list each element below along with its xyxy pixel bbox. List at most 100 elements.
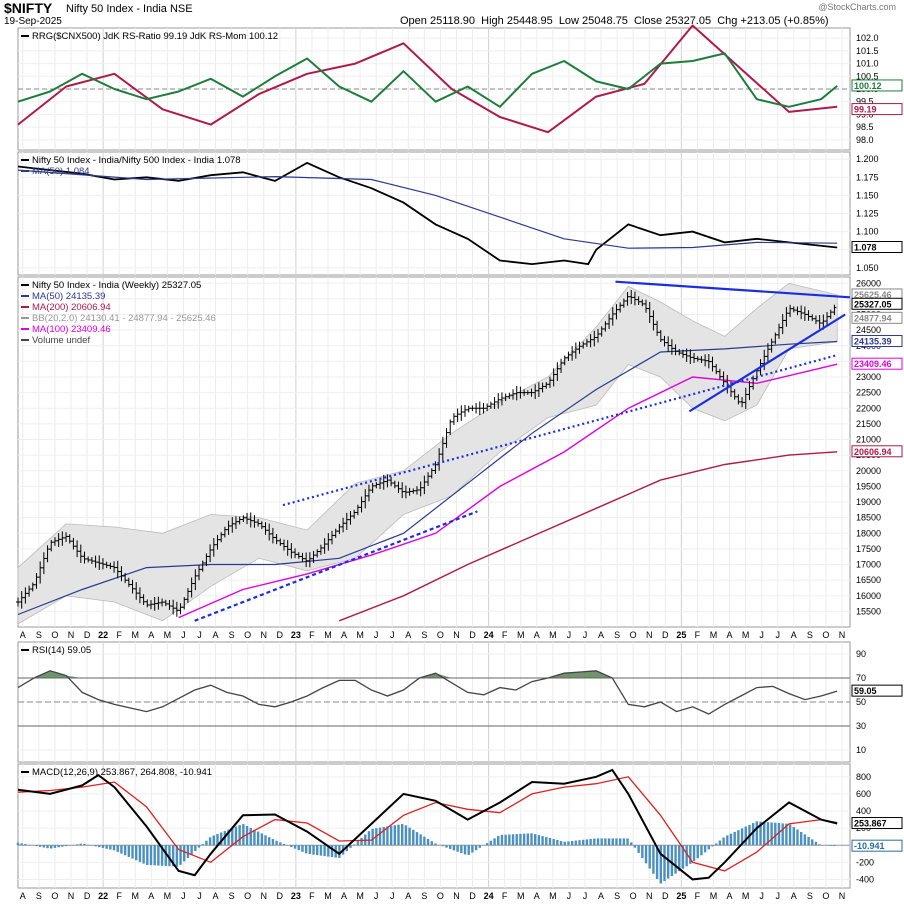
x-tick-label: A	[213, 630, 219, 640]
x-tick-label: M	[356, 891, 364, 901]
macd-histogram-bar	[212, 835, 215, 846]
macd-histogram-bar	[556, 840, 559, 846]
macd-histogram-bar	[268, 837, 271, 846]
y-tick-label: 18000	[856, 528, 881, 538]
last-value-label: 253.867	[854, 819, 887, 829]
x-tick-label: 24	[484, 630, 494, 640]
y-tick-label: 18500	[856, 513, 881, 523]
macd-histogram-bar	[378, 827, 382, 846]
macd-histogram-bar	[38, 845, 42, 847]
trendline-dashed	[194, 510, 478, 622]
macd-histogram-bar	[35, 845, 38, 847]
x-tick-label: S	[229, 891, 235, 901]
last-value-box	[851, 103, 903, 116]
macd-histogram-bar	[759, 821, 762, 846]
price-legend-entry: MA(200) 20606.94	[32, 302, 111, 313]
rrg-series-line	[17, 52, 838, 108]
last-value-box	[851, 79, 903, 92]
macd-histogram-bar	[803, 834, 807, 846]
y-tick-label: 90	[856, 649, 866, 659]
x-tick-label: 25	[676, 630, 686, 640]
x-tick-label: O	[822, 630, 829, 640]
macd-histogram-bar	[763, 821, 766, 846]
macd-histogram-bar	[593, 838, 596, 846]
macd-histogram-bar	[179, 845, 182, 865]
macd-histogram-bar	[574, 840, 578, 846]
macd-histogram-bar	[655, 845, 659, 879]
macd-histogram-bar	[452, 845, 456, 851]
symbol-title: $NIFTY	[4, 0, 53, 16]
macd-histogram-bar	[485, 843, 489, 846]
x-tick-label: A	[598, 630, 604, 640]
y-tick-label: 24500	[856, 325, 881, 335]
panel-frame-price	[17, 276, 851, 628]
macd-histogram-bar	[493, 838, 496, 846]
y-tick-label: 17500	[856, 544, 881, 554]
x-tick-label: A	[534, 891, 540, 901]
macd-histogram-bar	[692, 845, 696, 862]
macd-histogram-bar	[463, 845, 467, 855]
macd-histogram-bar	[715, 843, 718, 846]
y-tick-label: 98.0	[856, 135, 874, 145]
x-tick-label: S	[807, 891, 813, 901]
macd-histogram-bar	[94, 845, 97, 847]
x-tick-label: A	[791, 891, 797, 901]
x-tick-label: M	[164, 630, 172, 640]
rrg-series-line	[17, 24, 838, 134]
macd-histogram-bar	[127, 845, 131, 857]
x-tick-label: N	[839, 630, 846, 640]
x-tick-label: A	[20, 630, 26, 640]
macd-histogram-bar	[744, 826, 747, 846]
y-tick-label: 98.5	[856, 122, 874, 132]
macd-histogram-bar	[711, 845, 714, 847]
macd-histogram-bar	[190, 845, 193, 855]
macd-histogram-bar	[382, 827, 385, 846]
macd-histogram-bar	[666, 845, 670, 879]
macd-histogram-bar	[323, 845, 326, 857]
macd-histogram-bar	[449, 845, 452, 849]
macd-legend: MACD(12,26,9) 253.867, 264.808, -10.941	[32, 767, 212, 778]
ma200-line	[338, 451, 838, 622]
macd-histogram-bar	[799, 831, 803, 846]
x-tick-label: N	[646, 630, 653, 640]
macd-histogram-bar	[120, 845, 123, 854]
x-tick-label: D	[277, 630, 284, 640]
macd-histogram-bar	[53, 845, 57, 848]
x-tick-label: M	[549, 630, 557, 640]
y-tick-label: 22000	[856, 403, 881, 413]
x-tick-label: J	[197, 630, 202, 640]
x-tick-label: O	[437, 630, 444, 640]
price-legend-entry: BB(20,2.0) 24130.41 - 24877.94 - 25625.4…	[32, 313, 216, 324]
x-tick-label: S	[421, 630, 427, 640]
x-tick-label: J	[374, 891, 379, 901]
macd-histogram-bar	[807, 836, 810, 846]
bollinger-band	[17, 282, 838, 625]
macd-histogram-bar	[426, 838, 430, 846]
chart-date: 19-Sep-2025	[4, 16, 62, 27]
macd-histogram-bar	[419, 834, 422, 846]
x-tick-label: S	[36, 891, 42, 901]
macd-histogram-bar	[829, 845, 832, 846]
macd-histogram-bar	[707, 845, 711, 850]
x-tick-label: S	[614, 630, 620, 640]
macd-histogram-bar	[46, 845, 49, 849]
trendline-solid	[688, 313, 846, 413]
y-tick-label: 21000	[856, 435, 881, 445]
x-tick-label: F	[695, 891, 701, 901]
macd-histogram-bar	[814, 841, 818, 846]
macd-histogram-bar	[275, 840, 278, 846]
x-tick-label: J	[759, 891, 764, 901]
macd-histogram-bar	[652, 845, 655, 874]
macd-histogram-bar	[227, 829, 230, 846]
macd-histogram-bar	[412, 829, 415, 846]
relative-ma-legend: MA(50) 1.084	[32, 166, 90, 177]
y-tick-label: -200	[856, 857, 874, 867]
x-tick-label: M	[742, 630, 750, 640]
last-value-label: 23409.46	[854, 359, 892, 369]
macd-histogram-bar	[497, 836, 500, 846]
x-tick-label: O	[630, 891, 637, 901]
y-tick-label: 1.175	[856, 172, 879, 182]
quote-summary: Open 25118.90 High 25448.95 Low 25048.75…	[400, 15, 829, 27]
macd-histogram-bar	[146, 845, 149, 865]
